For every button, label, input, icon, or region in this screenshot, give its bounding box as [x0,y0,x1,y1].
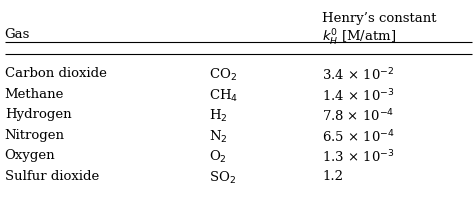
Text: H$_2$: H$_2$ [209,108,227,124]
Text: $k_H^{0}$ [M/atm]: $k_H^{0}$ [M/atm] [322,28,397,48]
Text: SO$_2$: SO$_2$ [209,169,236,186]
Text: 1.3 × 10$^{-3}$: 1.3 × 10$^{-3}$ [322,149,395,166]
Text: Sulfur dioxide: Sulfur dioxide [5,169,99,182]
Text: Oxygen: Oxygen [5,149,55,162]
Text: 3.4 × 10$^{-2}$: 3.4 × 10$^{-2}$ [322,67,394,84]
Text: N$_2$: N$_2$ [209,129,227,145]
Text: Nitrogen: Nitrogen [5,129,65,142]
Text: Gas: Gas [5,28,30,41]
Text: 1.2: 1.2 [322,169,343,182]
Text: O$_2$: O$_2$ [209,149,227,165]
Text: Carbon dioxide: Carbon dioxide [5,67,107,80]
Text: Hydrogen: Hydrogen [5,108,72,121]
Text: 7.8 × 10$^{-4}$: 7.8 × 10$^{-4}$ [322,108,394,125]
Text: CO$_2$: CO$_2$ [209,67,237,83]
Text: 1.4 × 10$^{-3}$: 1.4 × 10$^{-3}$ [322,88,395,104]
Text: CH$_4$: CH$_4$ [209,88,238,104]
Text: Henry’s constant: Henry’s constant [322,12,437,25]
Text: Methane: Methane [5,88,64,101]
Text: 6.5 × 10$^{-4}$: 6.5 × 10$^{-4}$ [322,129,395,145]
